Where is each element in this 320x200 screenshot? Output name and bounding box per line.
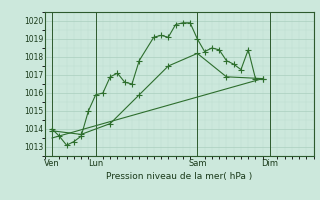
X-axis label: Pression niveau de la mer( hPa ): Pression niveau de la mer( hPa ) — [106, 172, 252, 181]
